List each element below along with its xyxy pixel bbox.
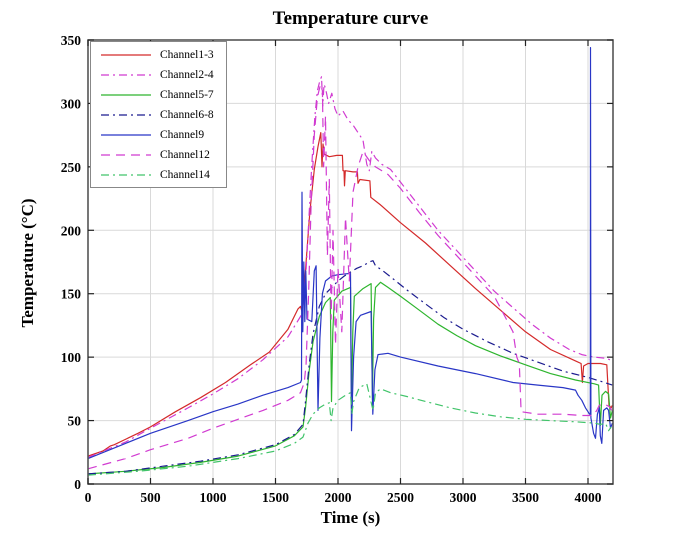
legend-line-sample xyxy=(101,174,151,176)
legend-label: Channel2-4 xyxy=(160,69,214,81)
series-channel2-4 xyxy=(87,76,613,458)
legend-item: Channel14 xyxy=(91,165,226,185)
y-tick-label: 250 xyxy=(61,160,82,175)
chart-title: Temperature curve xyxy=(272,8,429,29)
series-channel6-8 xyxy=(87,260,613,475)
x-tick-label: 3000 xyxy=(450,490,477,505)
series-channel9 xyxy=(87,47,613,460)
plot-frame xyxy=(87,39,614,485)
x-tick-label: 4000 xyxy=(575,490,602,505)
x-tick-label: 2000 xyxy=(325,490,352,505)
legend-line-sample xyxy=(101,74,151,76)
legend-line-sample xyxy=(101,94,151,96)
legend-item: Channel1-3 xyxy=(91,45,226,65)
y-tick-label: 100 xyxy=(61,350,82,365)
legend-label: Channel14 xyxy=(160,169,210,181)
x-tick-label: 0 xyxy=(85,490,92,505)
series-channel1-3 xyxy=(87,132,613,457)
legend-item: Channel5-7 xyxy=(91,85,226,105)
series-channel14 xyxy=(87,383,612,476)
y-tick-label: 200 xyxy=(61,223,82,238)
legend-line-sample xyxy=(101,154,151,156)
series-channel12 xyxy=(87,83,613,470)
legend-label: Channel1-3 xyxy=(160,49,214,61)
series-channel5-7 xyxy=(87,281,613,475)
x-tick-label: 3500 xyxy=(512,490,539,505)
y-tick-label: 300 xyxy=(61,96,82,111)
legend-label: Channel12 xyxy=(160,149,210,161)
y-tick-label: 50 xyxy=(68,414,82,429)
legend-item: Channel2-4 xyxy=(91,65,226,85)
legend-line-sample xyxy=(101,114,151,116)
legend-label: Channel6-8 xyxy=(160,109,214,121)
x-axis-label: Time (s) xyxy=(320,508,381,527)
x-tick-label: 500 xyxy=(140,490,161,505)
legend-item: Channel9 xyxy=(91,125,226,145)
chart-legend: Channel1-3 Channel2-4 Channel5-7 Channel6-8… xyxy=(90,41,227,188)
legend-item: Channel6-8 xyxy=(91,105,226,125)
y-tick-label: 0 xyxy=(74,477,81,492)
legend-label: Channel9 xyxy=(160,129,205,141)
legend-line-sample xyxy=(101,134,151,136)
legend-line-sample xyxy=(101,54,151,56)
legend-label: Channel5-7 xyxy=(160,89,214,101)
x-tick-label: 2500 xyxy=(387,490,414,505)
legend-item: Channel12 xyxy=(91,145,226,165)
y-tick-label: 150 xyxy=(61,287,82,302)
x-tick-label: 1500 xyxy=(262,490,289,505)
y-tick-label: 350 xyxy=(61,33,82,48)
x-tick-label: 1000 xyxy=(200,490,227,505)
